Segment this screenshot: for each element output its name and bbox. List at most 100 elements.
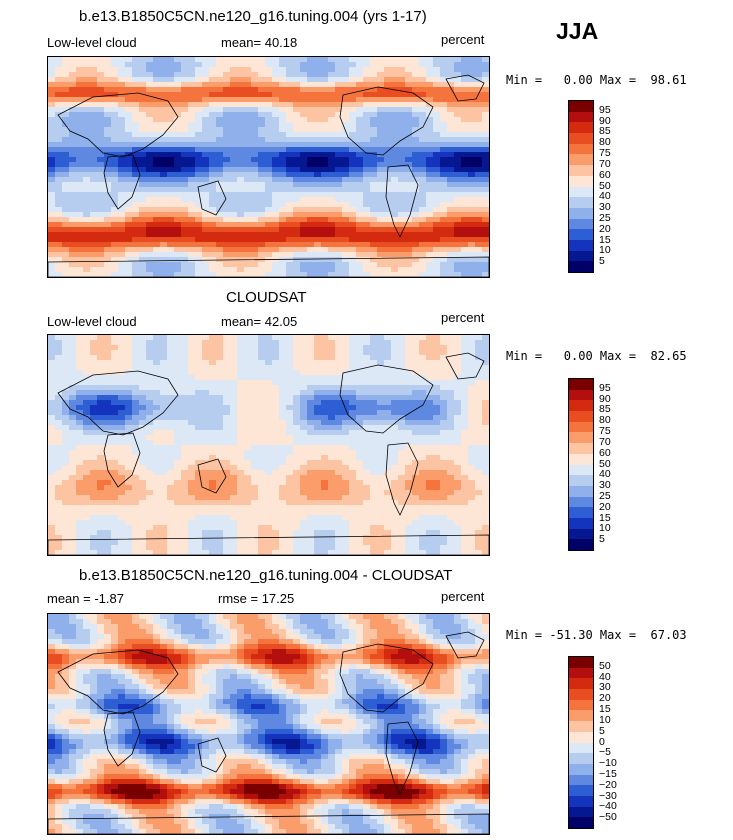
- colorbar-swatch: [569, 218, 593, 230]
- colorbar-swatch: [569, 101, 593, 112]
- colorbar-tick-label: 60: [599, 168, 611, 181]
- colorbar-swatch: [569, 710, 593, 722]
- panel-3-mean-label: mean = -1.87: [47, 591, 124, 606]
- colorbar-tick-label: −40: [599, 800, 617, 813]
- colorbar-swatch: [569, 475, 593, 486]
- colorbar-tick-label: −10: [599, 757, 617, 770]
- panel-2-units-label: percent: [441, 310, 485, 325]
- colorbar-swatch: [569, 154, 593, 166]
- colorbar-tick-label: 50: [599, 457, 611, 470]
- colorbar-tick-label: −30: [599, 789, 617, 802]
- colorbar-swatch: [569, 453, 593, 465]
- colorbar-swatch: [569, 143, 593, 155]
- colorbar-swatch: [569, 111, 593, 123]
- panel-3-title: b.e13.B1850C5CN.ne120_g16.tuning.004 - C…: [79, 567, 453, 584]
- colorbar-swatch: [569, 379, 593, 390]
- colorbar-tick-label: 85: [599, 403, 611, 416]
- colorbar-tick-label: 5: [599, 533, 605, 546]
- colorbar-tick-label: 95: [599, 381, 611, 394]
- panel-3-map: [47, 613, 490, 835]
- colorbar-swatch: [569, 197, 593, 208]
- colorbar-swatch: [569, 528, 593, 540]
- coastline: [339, 86, 434, 156]
- colorbar-swatch: [569, 485, 593, 497]
- colorbar-swatch: [569, 539, 593, 550]
- panel-1-colorbar-labels: 95 90 85 80 75 70 60 50 40 30 25 20 15 10 5: [599, 100, 639, 273]
- colorbar-swatch: [569, 389, 593, 401]
- coastline: [103, 154, 141, 210]
- colorbar-tick-label: 30: [599, 681, 611, 694]
- colorbar-swatch: [569, 657, 593, 668]
- colorbar-swatch: [569, 464, 593, 476]
- colorbar-tick-label: 15: [599, 703, 611, 716]
- colorbar-tick-label: −15: [599, 767, 617, 780]
- colorbar-swatch: [569, 421, 593, 433]
- colorbar-tick-label: 90: [599, 114, 611, 127]
- colorbar-tick-label: 90: [599, 392, 611, 405]
- colorbar-swatch: [569, 817, 593, 828]
- panel-1-colorbar: [568, 100, 594, 273]
- colorbar-swatch: [569, 721, 593, 732]
- colorbar-tick-label: 75: [599, 147, 611, 160]
- colorbar-tick-label: 10: [599, 244, 611, 257]
- colorbar-swatch: [569, 496, 593, 508]
- colorbar-tick-label: 60: [599, 446, 611, 459]
- panel-2-min-max: Min = 0.00 Max = 82.65: [506, 349, 687, 363]
- coastline: [197, 180, 227, 216]
- colorbar-swatch: [569, 239, 593, 251]
- colorbar-tick-label: 30: [599, 479, 611, 492]
- panel-1-variable-label: Low-level cloud: [47, 35, 137, 50]
- coastline: [445, 74, 485, 102]
- coastline: [385, 721, 419, 795]
- colorbar-swatch: [569, 517, 593, 529]
- colorbar-swatch: [569, 133, 593, 144]
- colorbar-tick-label: 10: [599, 522, 611, 535]
- panel-2-mean-label: mean= 42.05: [221, 314, 298, 329]
- colorbar-swatch: [569, 411, 593, 422]
- panel-3-colorbar: [568, 656, 594, 829]
- colorbar-tick-label: 95: [599, 103, 611, 116]
- panel-1-mean-label: mean= 40.18: [221, 35, 298, 50]
- coastline: [445, 631, 485, 659]
- panel-3-min-max: Min = -51.30 Max = 67.03: [506, 628, 687, 642]
- colorbar-tick-label: −5: [599, 746, 611, 759]
- colorbar-tick-label: 70: [599, 157, 611, 170]
- coastline: [339, 643, 434, 713]
- coastline: [57, 370, 179, 436]
- panel-3-rmse-label: rmse = 17.25: [218, 591, 295, 606]
- colorbar-swatch: [569, 186, 593, 198]
- colorbar-tick-label: 20: [599, 692, 611, 705]
- colorbar-tick-label: 15: [599, 511, 611, 524]
- colorbar-swatch: [569, 175, 593, 187]
- colorbar-tick-label: 70: [599, 435, 611, 448]
- coastline: [103, 432, 141, 488]
- panel-2-map: [47, 334, 490, 556]
- panel-2-colorbar: [568, 378, 594, 551]
- colorbar-tick-label: 80: [599, 414, 611, 427]
- colorbar-tick-label: −50: [599, 811, 617, 824]
- colorbar-swatch: [569, 207, 593, 219]
- colorbar-swatch: [569, 753, 593, 764]
- coastline: [48, 813, 489, 834]
- colorbar-swatch: [569, 432, 593, 444]
- colorbar-tick-label: −20: [599, 778, 617, 791]
- colorbar-tick-label: 30: [599, 201, 611, 214]
- panel-1-min-max: Min = 0.00 Max = 98.61: [506, 73, 687, 87]
- colorbar-tick-label: 75: [599, 425, 611, 438]
- panel-2-colorbar-labels: 95 90 85 80 75 70 60 50 40 30 25 20 15 10 5: [599, 378, 639, 551]
- colorbar-swatch: [569, 122, 593, 134]
- colorbar-tick-label: 5: [599, 724, 605, 737]
- colorbar-swatch: [569, 507, 593, 518]
- colorbar-swatch: [569, 742, 593, 754]
- colorbar-tick-label: 85: [599, 125, 611, 138]
- season-label: JJA: [556, 18, 599, 44]
- colorbar-swatch: [569, 165, 593, 176]
- panel-2-title: CLOUDSAT: [226, 289, 307, 306]
- coastline: [48, 256, 489, 277]
- colorbar-swatch: [569, 763, 593, 775]
- colorbar-tick-label: 20: [599, 222, 611, 235]
- colorbar-tick-label: 50: [599, 179, 611, 192]
- colorbar-swatch: [569, 731, 593, 743]
- coastline: [103, 711, 141, 767]
- colorbar-swatch: [569, 261, 593, 272]
